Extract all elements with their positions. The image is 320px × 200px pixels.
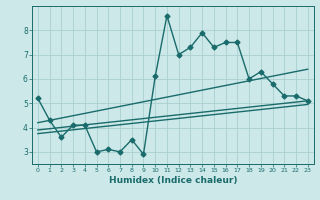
X-axis label: Humidex (Indice chaleur): Humidex (Indice chaleur) [108,176,237,185]
